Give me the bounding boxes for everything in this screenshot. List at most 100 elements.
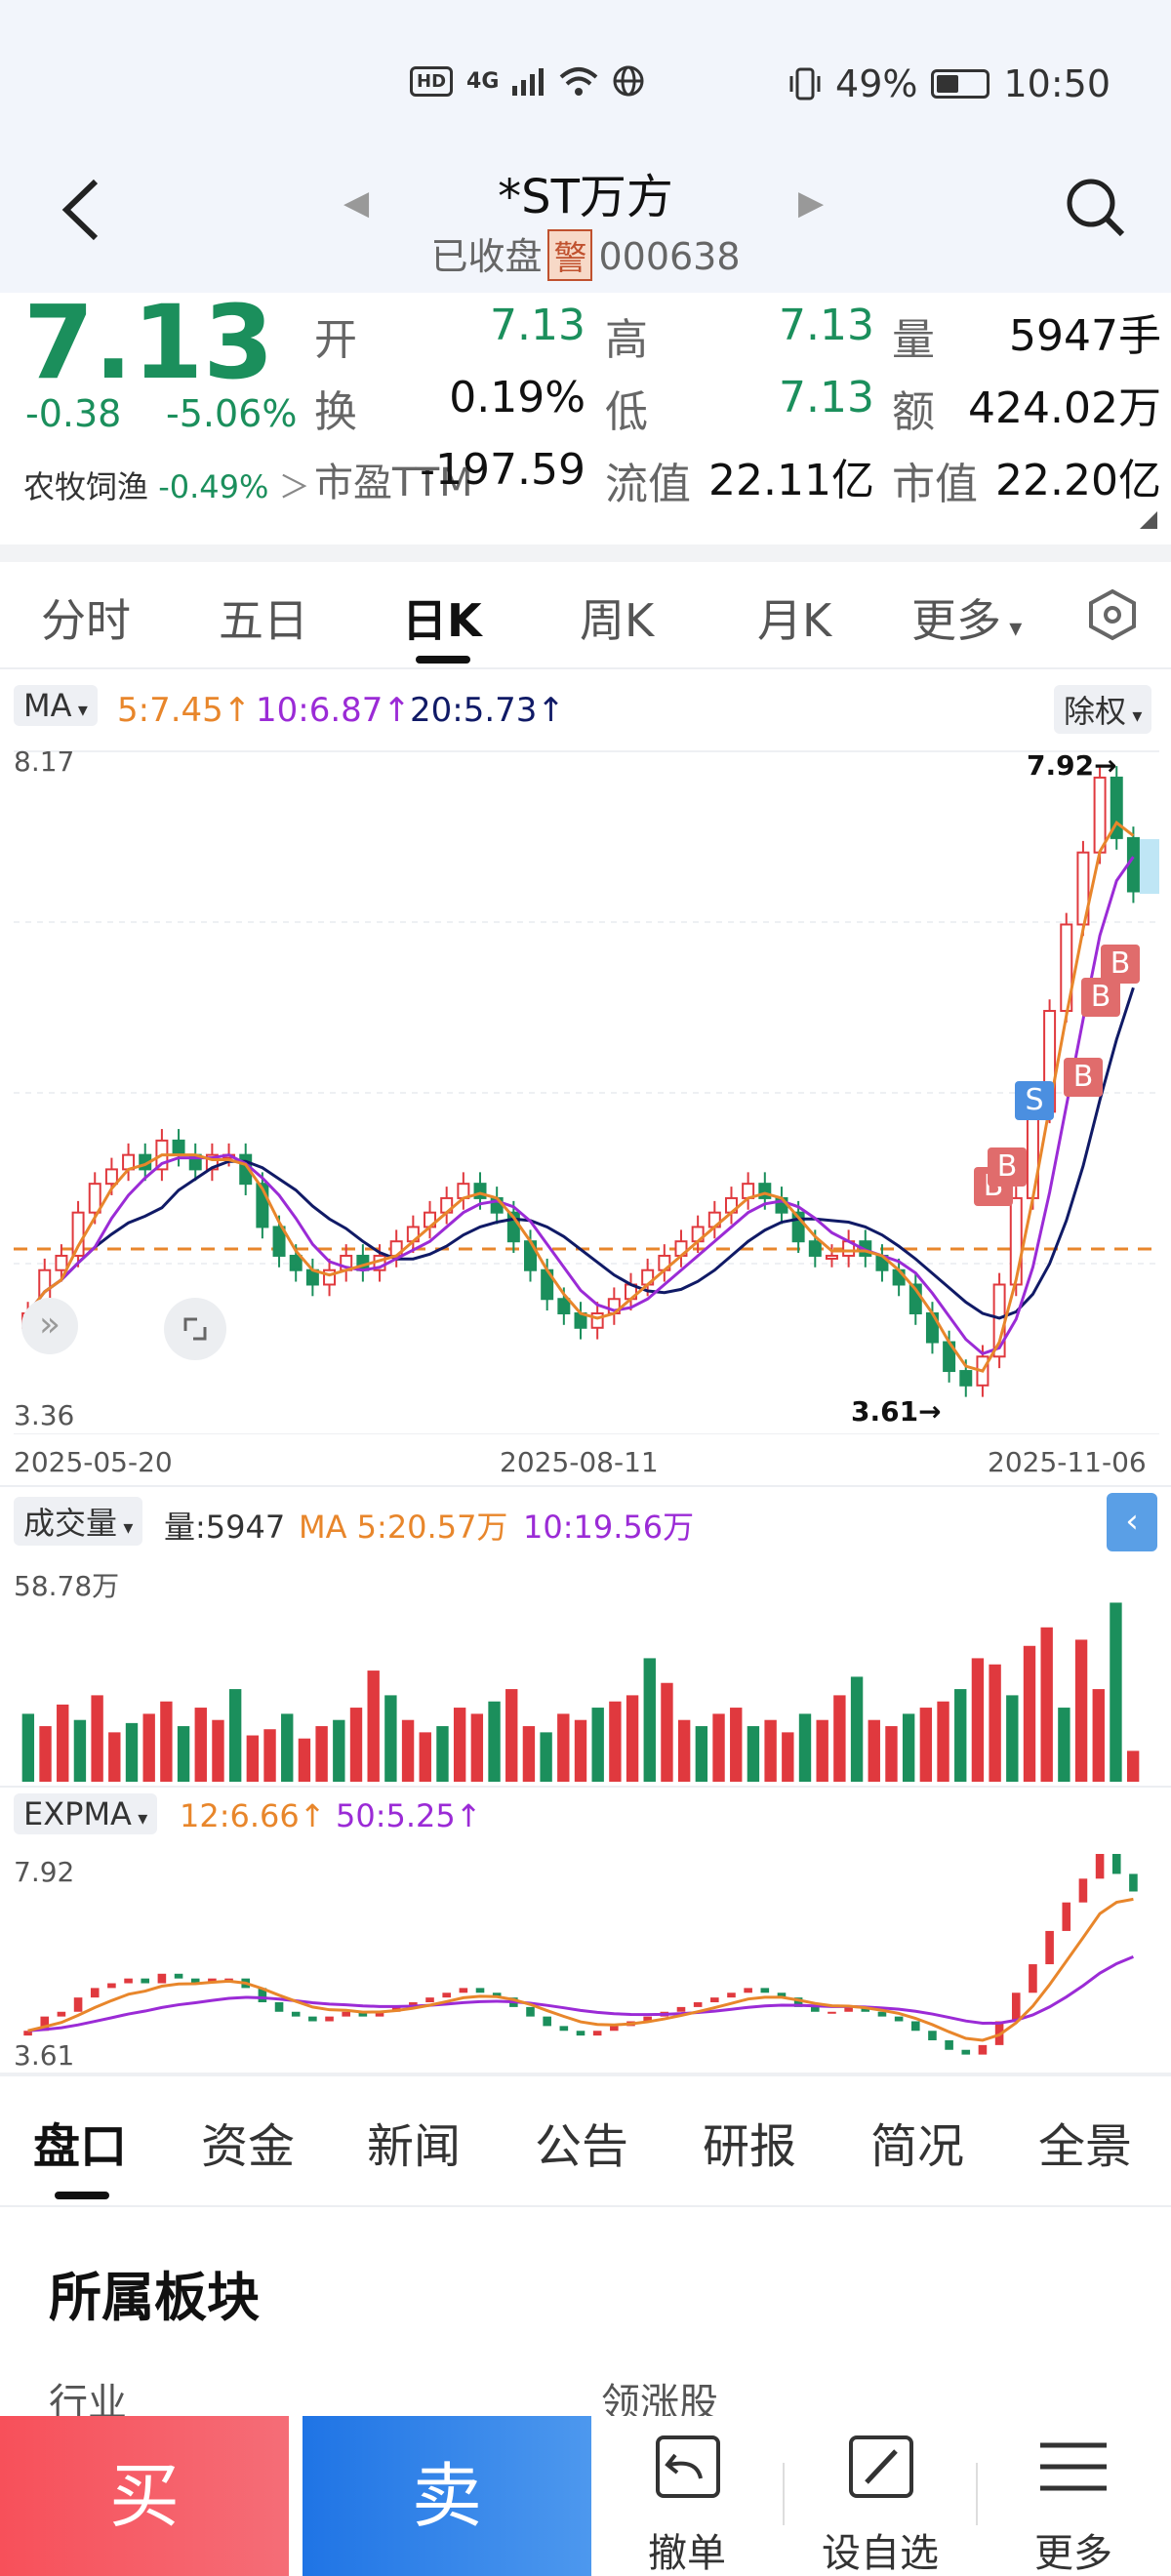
section-separator (0, 544, 1171, 562)
expma-selector[interactable]: EXPMA ▾ (14, 1793, 158, 1834)
status-icons-left: HD 4G (410, 64, 645, 98)
tab-underline (416, 656, 470, 664)
candle (272, 1226, 286, 1257)
collapse-panel-icon[interactable]: ‹ (1107, 1493, 1157, 1551)
adjust-selector[interactable]: 除权 ▾ (1054, 685, 1152, 734)
last-price: 7.13 (23, 283, 274, 402)
volume-bar (367, 1670, 380, 1782)
buy-button[interactable]: 买 (0, 2416, 289, 2576)
tab-research[interactable]: 研报 (703, 2119, 797, 2174)
price-change-pct: -5.06% (166, 392, 298, 435)
sector-link[interactable]: 农牧饲渔 -0.49% ＞ (23, 463, 310, 507)
expma-candle (945, 2039, 953, 2050)
tab-panel[interactable]: 盘口 (33, 2119, 128, 2174)
expma-selector-label: EXPMA (23, 1795, 132, 1832)
tab-announcements[interactable]: 公告 (535, 2119, 629, 2174)
volume-bar (574, 1719, 587, 1782)
price-change: -0.38 (25, 392, 122, 435)
expma-candle (57, 2011, 66, 2017)
candle (1009, 1196, 1023, 1286)
more-menu-button[interactable]: 更多 (986, 2430, 1161, 2576)
volume-ymax: 58.78万 (14, 1570, 120, 1602)
ma10-value: 10:6.87↑ (256, 691, 411, 730)
volume-bar (315, 1726, 328, 1782)
battery-icon (931, 69, 990, 99)
warning-badge: 警 (547, 229, 593, 281)
candle (1110, 776, 1123, 839)
more-menu-label: 更多 (1034, 2531, 1112, 2576)
tab-weekly-k[interactable]: 周K (580, 594, 655, 647)
expma-chart (23, 1854, 1138, 2055)
back-icon[interactable] (57, 176, 105, 261)
expma-candle (1029, 1964, 1037, 1993)
candle (959, 1370, 973, 1387)
expma-candle (576, 2031, 586, 2036)
add-watchlist-button[interactable]: 设自选 (792, 2430, 968, 2576)
buy-signal-marker[interactable]: B (1064, 1058, 1103, 1097)
vibrate-icon (789, 67, 821, 101)
candle (557, 1298, 571, 1315)
kline-chart[interactable] (0, 742, 1171, 1434)
buy-signal-marker[interactable]: B (988, 1147, 1027, 1187)
expma-candle (744, 1988, 752, 1993)
tab-divider (0, 667, 1171, 669)
expma-candle (643, 2016, 652, 2022)
ma-selector[interactable]: MA ▾ (14, 685, 98, 726)
volume-selector[interactable]: 成交量 ▾ (14, 1497, 143, 1546)
clock: 10:50 (1003, 62, 1110, 105)
ma5-value: 5:7.45↑ (117, 691, 252, 730)
volume-bar (349, 1708, 363, 1782)
buy-signal-marker[interactable]: B (1101, 945, 1140, 984)
tab-profile[interactable]: 简况 (870, 2119, 965, 2174)
field-value-amount: 424.02万 (968, 383, 1161, 433)
caret-down-icon: ▾ (71, 698, 88, 721)
field-value-high: 7.13 (779, 301, 874, 350)
cancel-order-button[interactable]: 撤单 (599, 2430, 775, 2576)
add-watchlist-label: 设自选 (822, 2531, 939, 2576)
expma12-value: 12:6.66↑ (180, 1797, 326, 1834)
settings-hex-icon[interactable] (1085, 587, 1140, 642)
volume-bar (661, 1682, 673, 1782)
field-label-high: 高 (605, 315, 648, 365)
prev-stock-icon[interactable]: ◀ (343, 183, 370, 222)
search-icon[interactable] (1064, 176, 1126, 238)
cancel-order-icon (656, 2435, 720, 2498)
volume-bar (1040, 1627, 1053, 1782)
volume-bar (954, 1689, 967, 1782)
sell-button[interactable]: 卖 (303, 2416, 591, 2576)
expma-candle (141, 1978, 150, 1984)
volume-bar (1023, 1645, 1036, 1782)
expma-candle (877, 2011, 887, 2017)
tab-five-day[interactable]: 五日 (219, 594, 308, 647)
expand-left-icon[interactable]: » (21, 1298, 78, 1354)
tab-monthly-k[interactable]: 月K (757, 594, 832, 647)
expma-candle (894, 2016, 904, 2022)
chevron-right-icon: ＞ (278, 468, 310, 505)
ma10-line (26, 856, 1135, 1356)
expma-candle (710, 1997, 719, 2003)
next-stock-icon[interactable]: ▶ (798, 183, 825, 222)
field-value-open: 7.13 (490, 301, 586, 350)
expma-candle (475, 1988, 485, 1993)
field-label-pe: 市盈TTM (314, 461, 473, 505)
tab-timeshare[interactable]: 分时 (41, 594, 131, 647)
expma-candle (73, 1997, 83, 2012)
tab-panorama[interactable]: 全景 (1038, 2119, 1133, 2174)
candle (791, 1211, 805, 1243)
volume-bar (281, 1713, 294, 1782)
volume-bar (798, 1713, 812, 1782)
globe-icon (613, 65, 644, 97)
expand-corner-icon[interactable] (1140, 511, 1157, 529)
expma50-value: 50:5.25↑ (336, 1797, 482, 1834)
tab-more[interactable]: 更多 ▾ (911, 585, 1022, 650)
tab-funds[interactable]: 资金 (201, 2119, 296, 2174)
expma-ymax: 7.92 (14, 1856, 75, 1888)
candle (289, 1254, 303, 1271)
buy-signal-marker[interactable]: B (1081, 978, 1120, 1017)
axis-divider (0, 1485, 1171, 1487)
tab-daily-k[interactable]: 日K (402, 594, 482, 647)
high-marker-label: 7.92→ (1027, 749, 1117, 782)
fullscreen-icon[interactable] (164, 1298, 226, 1360)
sell-signal-marker[interactable]: S (1015, 1081, 1054, 1120)
tab-news[interactable]: 新闻 (367, 2119, 462, 2174)
